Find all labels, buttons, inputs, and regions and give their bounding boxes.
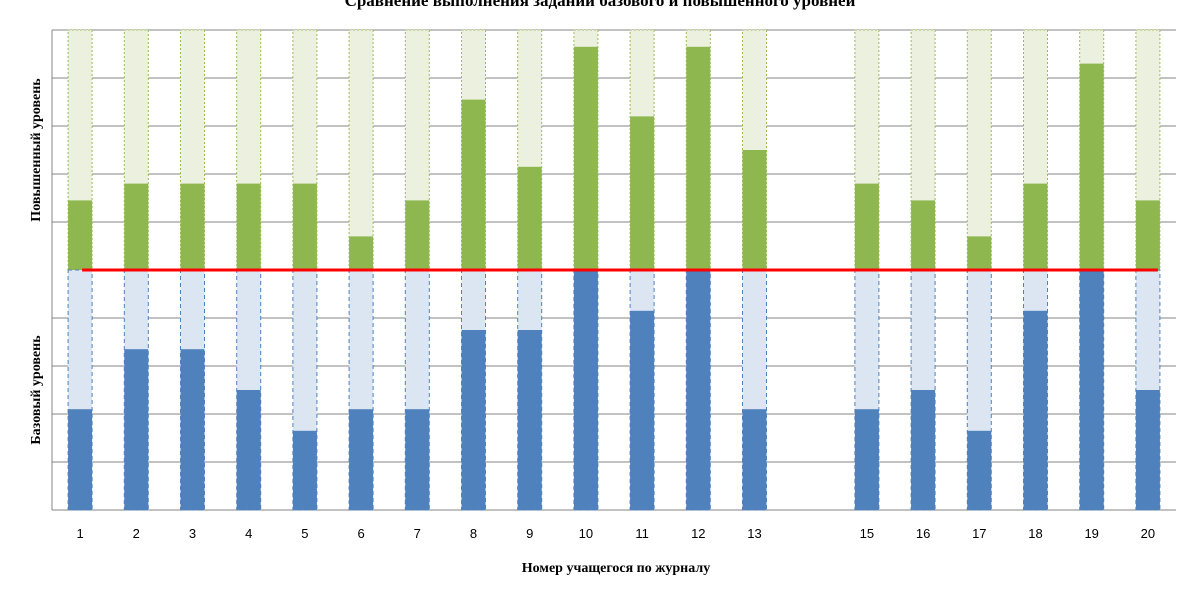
x-tick-label: 6 [357,526,364,541]
bar-basic-16 [911,390,936,510]
x-tick-label: 1 [76,526,83,541]
bar-basic-2 [124,349,149,510]
bars [67,29,1161,511]
bar-advanced-16 [911,200,936,270]
x-tick-label: 11 [635,526,649,541]
x-axis-title: Номер учащегося по журналу [522,561,710,576]
x-tick-label: 8 [470,526,477,541]
x-tick-label: 2 [133,526,140,541]
x-tick-label: 9 [526,526,533,541]
bar-advanced-4 [236,183,261,270]
x-tick-label: 20 [1141,526,1155,541]
x-tick-label: 5 [301,526,308,541]
bar-basic-12 [686,270,711,510]
bar-advanced-19 [1079,63,1104,270]
bar-advanced-1 [68,200,93,270]
bar-basic-4 [236,390,261,510]
bar-advanced-20 [1135,200,1160,270]
bar-advanced-11 [630,116,655,271]
bar-advanced-17 [967,236,992,270]
bar-basic-13 [742,409,767,510]
y-axis-title-basic: Базовый уровень [29,335,44,445]
x-tick-labels: 1 2 3 4 5 6 7 8 9 10 11 12 13 15 16 17 18 19 20 [76,526,1155,541]
bar-basic-15 [854,409,879,510]
chart-title: Сравнение выполнения заданий базового и … [345,0,856,10]
x-tick-label: 12 [691,526,705,541]
bar-advanced-bg-17 [966,29,992,271]
bar-basic-1 [68,409,93,510]
bar-advanced-6 [349,236,374,270]
bar-advanced-3 [180,183,205,270]
bar-basic-7 [405,409,430,510]
bar-basic-17 [967,430,992,510]
x-tick-label: 7 [414,526,421,541]
bar-advanced-18 [1023,183,1048,270]
bar-basic-19 [1079,270,1104,510]
bar-advanced-9 [517,166,542,270]
x-tick-label: 18 [1028,526,1042,541]
x-tick-label: 13 [747,526,761,541]
bar-basic-11 [630,310,655,510]
bar-basic-20 [1135,390,1160,510]
bar-basic-8 [461,330,486,510]
bar-advanced-8 [461,99,486,270]
x-tick-label: 3 [189,526,196,541]
bar-advanced-5 [292,183,317,270]
bar-advanced-13 [742,150,767,270]
bar-basic-3 [180,349,205,510]
x-tick-label: 19 [1084,526,1098,541]
bar-advanced-10 [573,46,598,270]
bar-advanced-15 [854,183,879,270]
bar-basic-5 [292,430,317,510]
bar-advanced-2 [124,183,149,270]
x-tick-label: 16 [916,526,930,541]
x-tick-label: 10 [579,526,593,541]
x-tick-label: 15 [860,526,874,541]
x-tick-label: 17 [972,526,986,541]
y-axis-title-advanced: Повышенный уровень [29,78,44,222]
x-tick-label: 4 [245,526,252,541]
bar-advanced-bg-6 [348,29,374,271]
bar-basic-9 [517,330,542,510]
bar-basic-6 [349,409,374,510]
bar-basic-10 [573,270,598,510]
bar-basic-18 [1023,310,1048,510]
bar-advanced-7 [405,200,430,270]
bar-advanced-12 [686,46,711,270]
